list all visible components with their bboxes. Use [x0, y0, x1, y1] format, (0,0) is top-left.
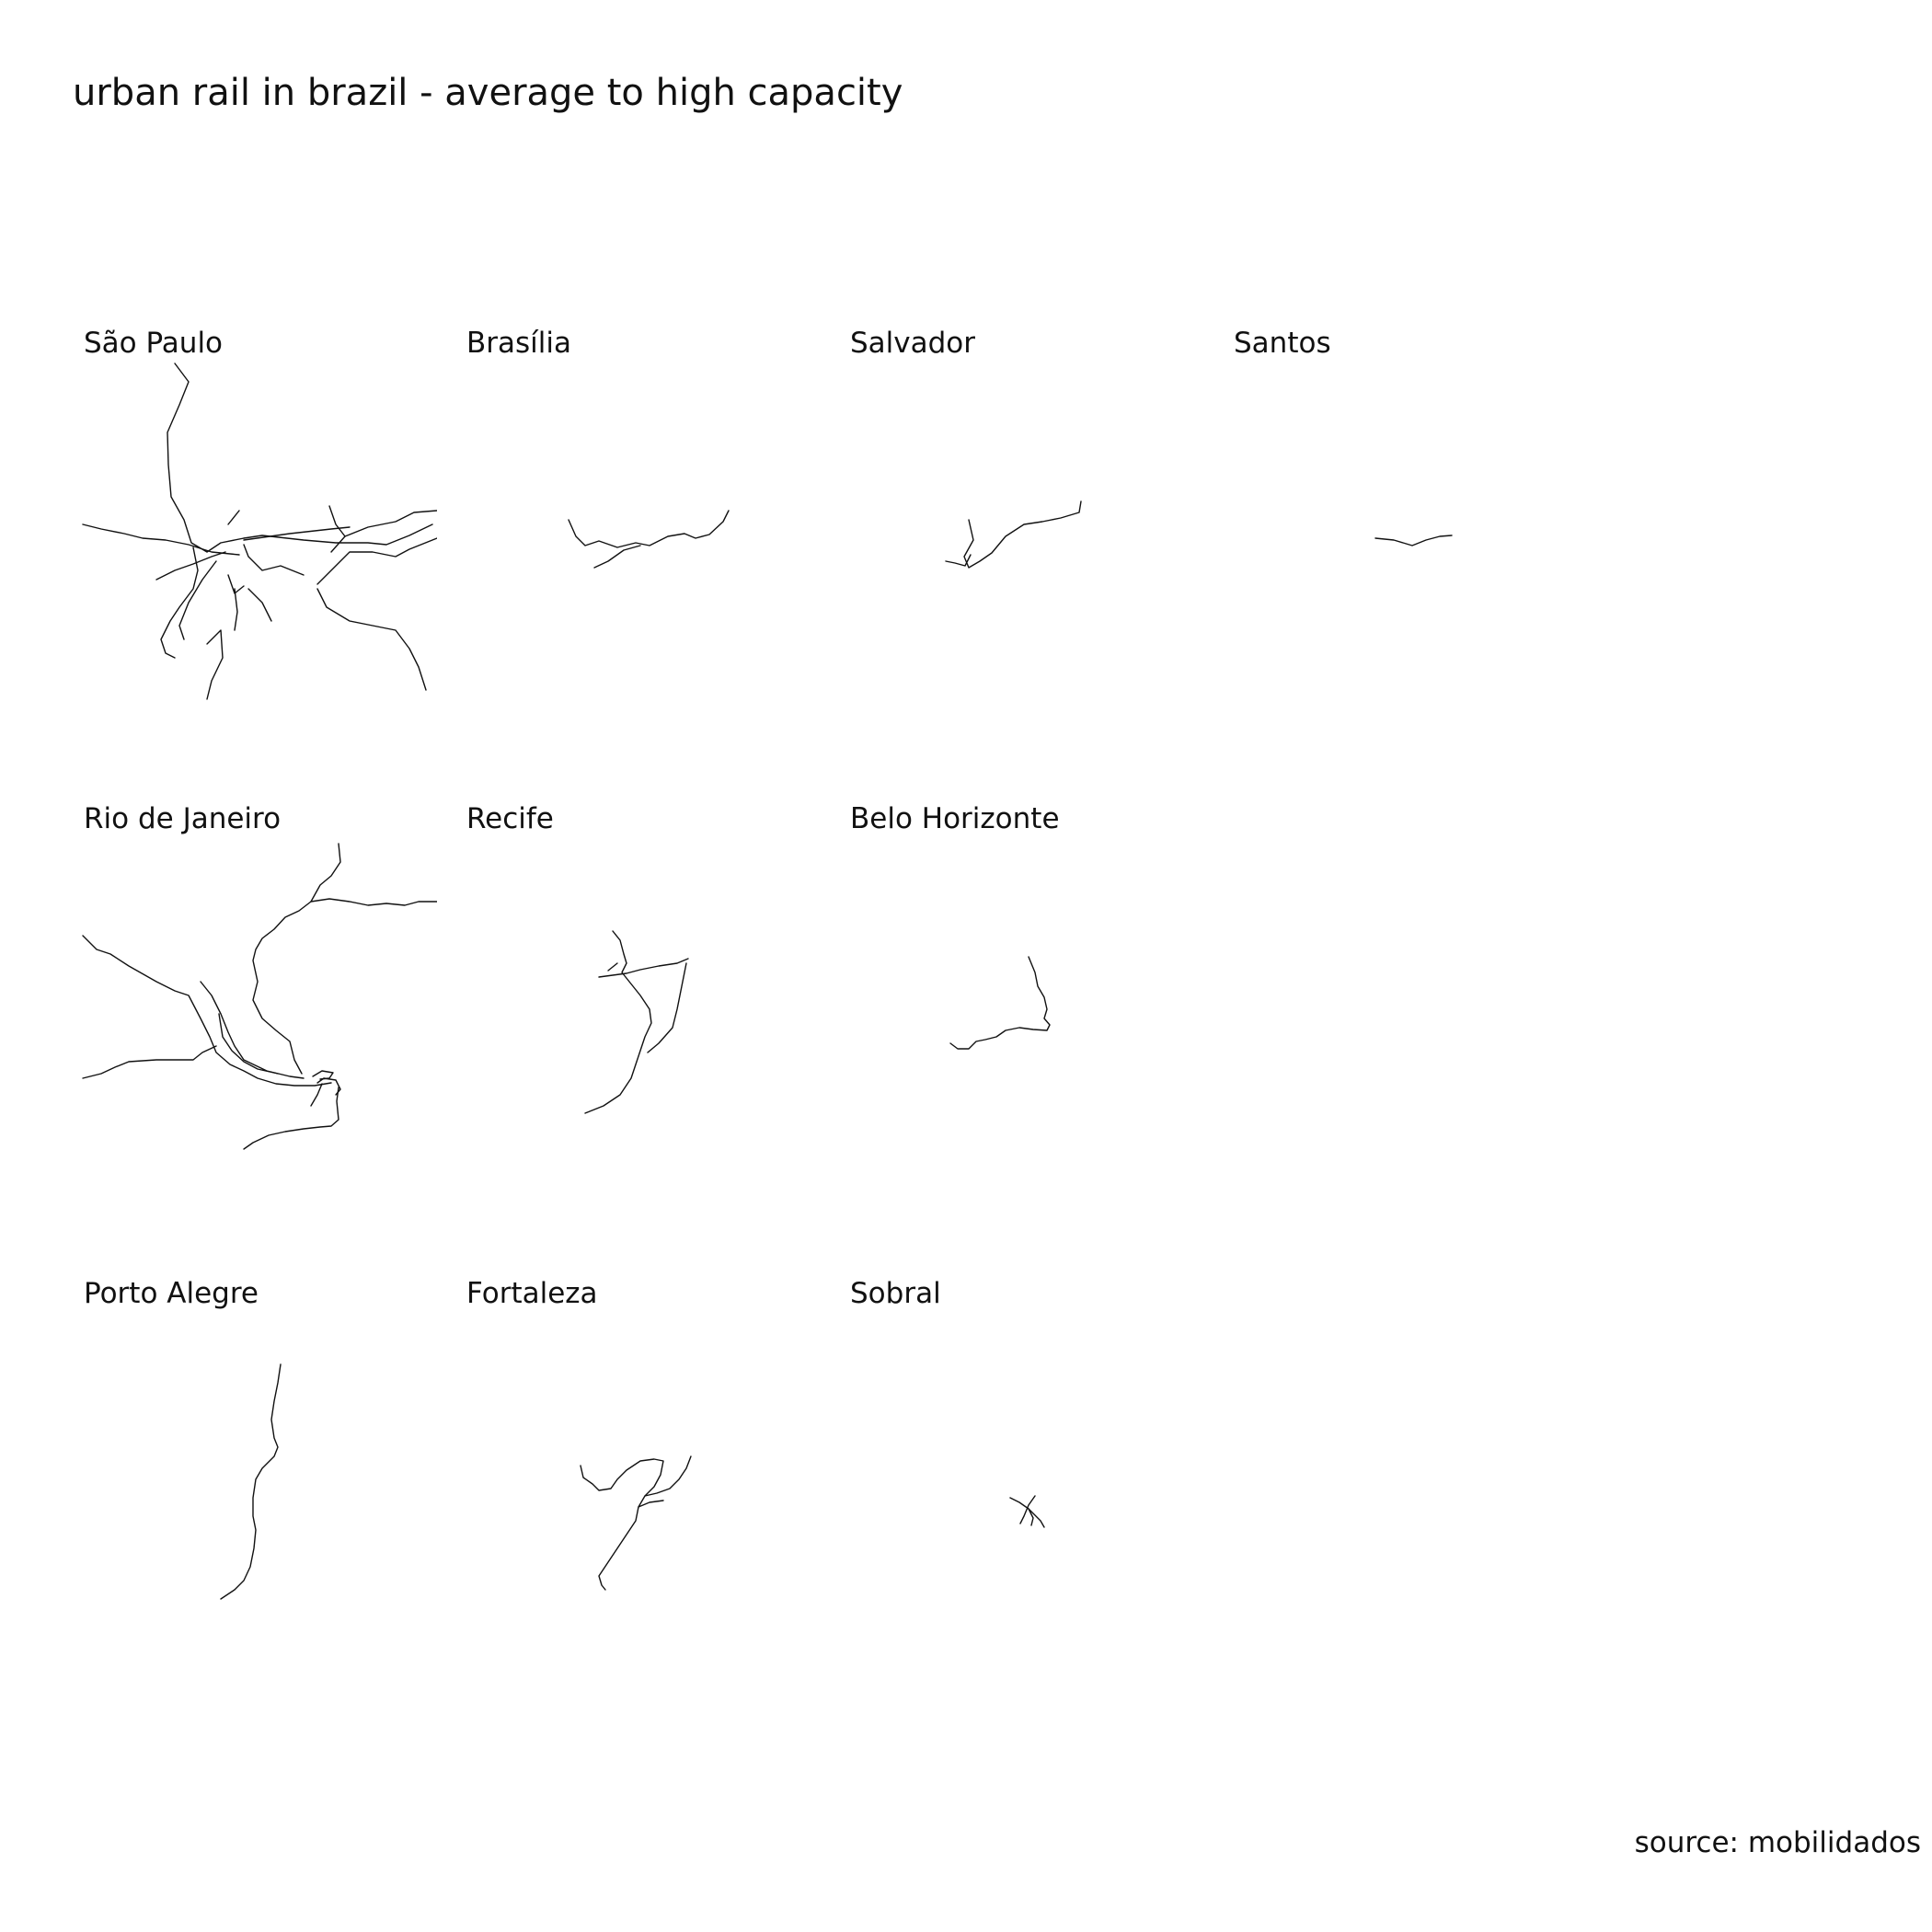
city-title: Santos — [1234, 327, 1331, 360]
city-panel-sao-paulo: São Paulo — [74, 327, 437, 787]
source-note: source: mobilidados — [1634, 1826, 1921, 1859]
page-title: urban rail in brazil - average to high c… — [73, 72, 903, 114]
city-title: Porto Alegre — [84, 1277, 259, 1310]
city-panel-recife: Recife — [456, 802, 820, 1262]
city-panel-rio-de-janeiro: Rio de Janeiro — [74, 802, 437, 1262]
sobral-rail-network-map-icon — [1009, 1495, 1045, 1528]
city-panel-porto-alegre: Porto Alegre — [74, 1277, 437, 1737]
city-panel-salvador: Salvador — [840, 327, 1203, 787]
belo-horizonte-rail-network-map-icon — [949, 956, 1051, 1050]
city-title: Sobral — [850, 1277, 941, 1310]
rio-de-janeiro-rail-network-map-icon — [82, 843, 437, 1150]
sao-paulo-rail-network-map-icon — [82, 362, 437, 700]
brasilia-rail-network-map-icon — [568, 510, 730, 569]
city-title: São Paulo — [84, 327, 224, 360]
city-title: Fortaleza — [466, 1277, 598, 1310]
city-panel-sobral: Sobral — [840, 1277, 1203, 1737]
salvador-rail-network-map-icon — [945, 500, 1082, 569]
city-panel-belo-horizonte: Belo Horizonte — [840, 802, 1203, 1262]
city-panel-fortaleza: Fortaleza — [456, 1277, 820, 1737]
city-title: Recife — [466, 802, 554, 835]
city-panel-brasilia: Brasília — [456, 327, 820, 787]
city-title: Belo Horizonte — [850, 802, 1060, 835]
fortaleza-rail-network-map-icon — [580, 1455, 692, 1591]
porto-alegre-rail-network-map-icon — [220, 1363, 282, 1600]
city-title: Brasília — [466, 327, 571, 360]
recife-rail-network-map-icon — [584, 930, 689, 1114]
santos-rail-network-map-icon — [1374, 535, 1453, 546]
city-title: Rio de Janeiro — [84, 802, 282, 835]
city-panel-santos: Santos — [1224, 327, 1587, 787]
city-title: Salvador — [850, 327, 976, 360]
